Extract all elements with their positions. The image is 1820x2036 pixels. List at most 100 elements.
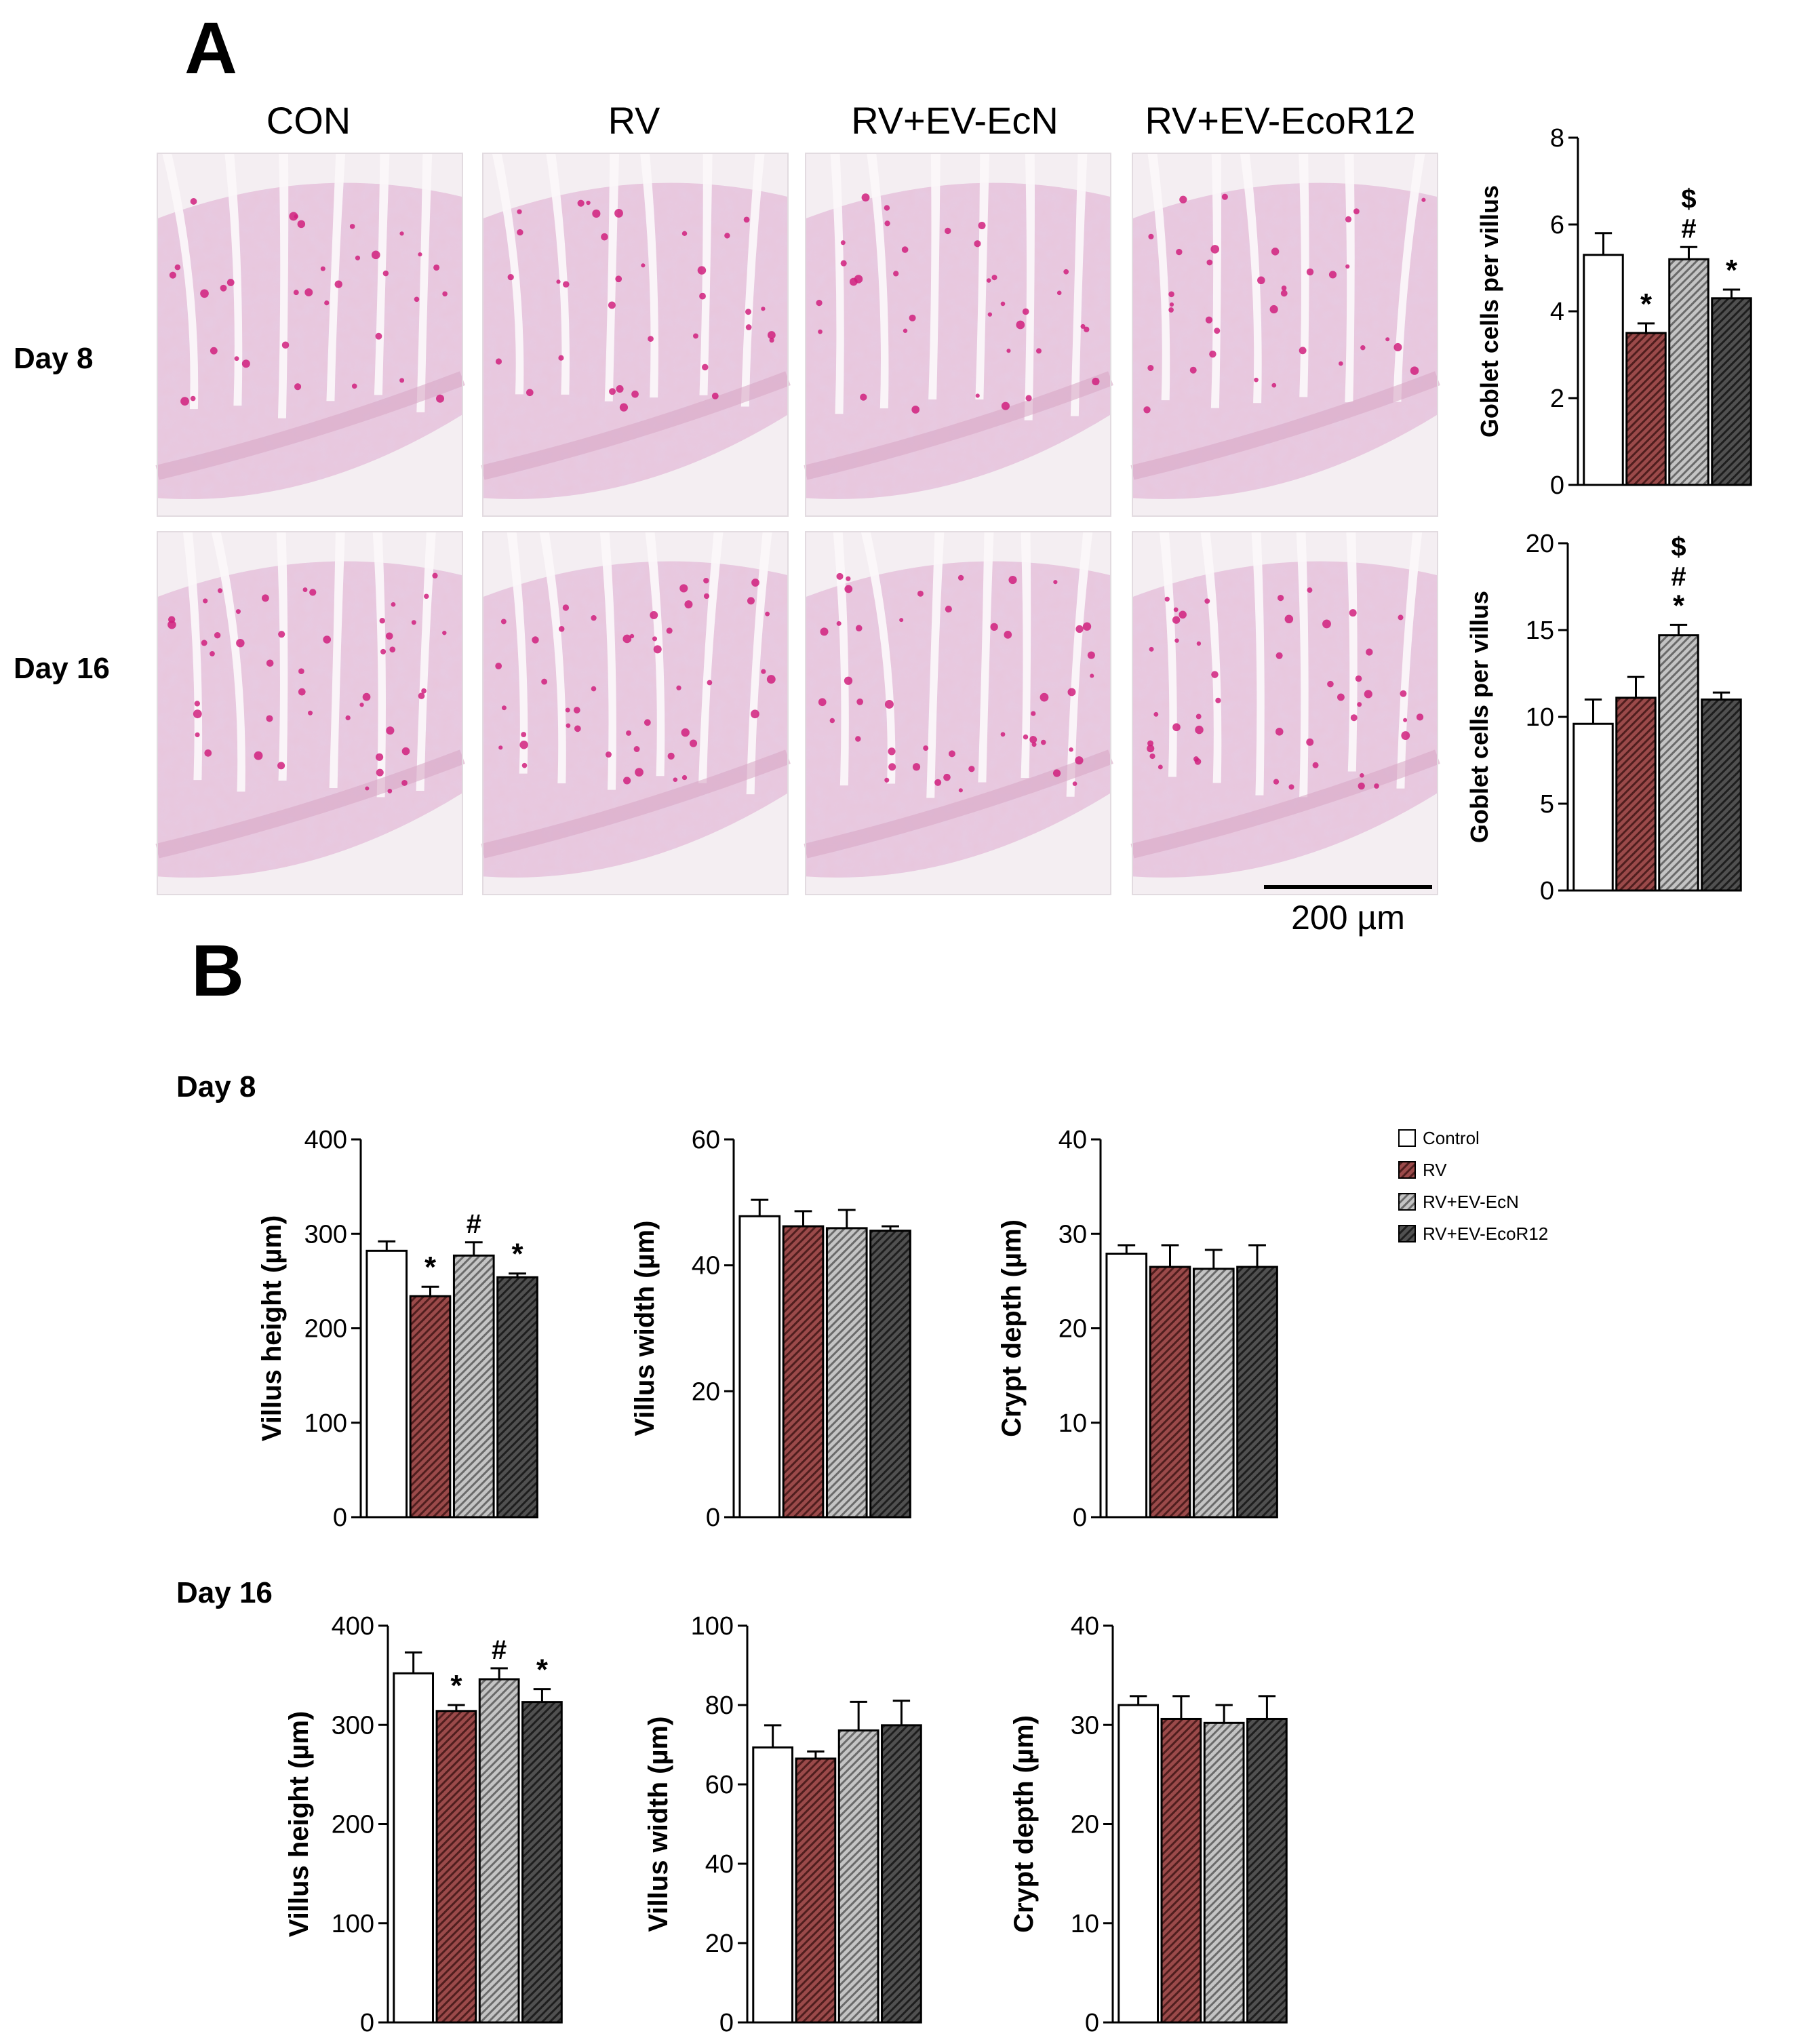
muscularis-band <box>804 749 1113 859</box>
goblet-cell <box>418 252 422 257</box>
goblet-cell <box>414 296 420 302</box>
significance-marker: * <box>511 1238 523 1271</box>
goblet-cell <box>1271 248 1280 256</box>
goblet-cell <box>1327 680 1334 688</box>
goblet-cell <box>297 220 306 229</box>
muscularis-band <box>481 749 791 859</box>
bar-chart: 0 10 20 30 40 Crypt depth (µm) <box>997 1126 1278 1532</box>
goblet-cell <box>217 588 223 593</box>
goblet-cell <box>214 631 221 639</box>
y-tick-label: 10 <box>1071 1910 1099 1938</box>
villus-lumen <box>1024 153 1035 420</box>
goblet-cell <box>334 280 342 288</box>
goblet-cell <box>562 281 570 288</box>
goblet-cell <box>943 773 951 781</box>
goblet-cell <box>751 709 759 719</box>
goblet-cell <box>304 288 313 297</box>
villus-lumen <box>329 532 345 789</box>
legend-swatch-rv-ev-ecor12 <box>1398 1225 1416 1242</box>
goblet-cell <box>901 246 909 253</box>
goblet-cell <box>601 233 608 241</box>
significance-marker: $ <box>1681 184 1696 214</box>
tissue-texture <box>1132 561 1438 878</box>
bar-rv-ev-ecn <box>478 1678 520 2024</box>
goblet-cell <box>626 730 631 736</box>
goblet-cell <box>501 705 507 711</box>
goblet-cell <box>1174 638 1179 643</box>
goblet-cell <box>614 209 623 218</box>
goblet-cell <box>1090 673 1094 678</box>
micrograph-border <box>1132 531 1438 895</box>
y-tick-label: 200 <box>332 1811 374 1839</box>
goblet-cell <box>990 623 998 631</box>
goblet-cell <box>592 209 601 218</box>
goblet-cell <box>573 707 580 713</box>
goblet-cell <box>401 747 410 756</box>
goblet-cell <box>747 597 755 605</box>
y-tick-label: 60 <box>705 1771 734 1799</box>
y-tick-label: 0 <box>719 2009 734 2033</box>
goblet-cell <box>1149 646 1154 652</box>
goblet-cell <box>204 749 212 757</box>
goblet-cell <box>681 728 690 737</box>
goblet-cell <box>541 678 548 685</box>
micrograph <box>481 531 791 895</box>
goblet-cell <box>399 378 405 383</box>
goblet-cell <box>840 240 846 246</box>
goblet-cell <box>1004 631 1012 639</box>
bar-control <box>393 1672 435 2024</box>
y-tick-label: 200 <box>304 1315 347 1344</box>
goblet-cell <box>1211 671 1219 678</box>
significance-marker: * <box>536 1653 549 1687</box>
bar-control <box>1117 1704 1160 2024</box>
villus-lumen <box>1159 532 1177 777</box>
goblet-cell <box>1353 208 1360 214</box>
goblet-cell <box>765 611 770 616</box>
significance-marker: # <box>1671 562 1686 591</box>
goblet-cell <box>1281 286 1287 291</box>
villus-lumen <box>1070 153 1088 416</box>
goblet-cell <box>1067 688 1076 697</box>
goblet-cell <box>1273 779 1280 785</box>
goblet-cell <box>495 663 502 669</box>
y-tick-label: 20 <box>1526 530 1554 558</box>
goblet-cell <box>703 593 710 600</box>
goblet-cell <box>495 358 502 365</box>
bar-rv-ev-ecor12 <box>496 1276 538 1519</box>
goblet-cell <box>846 576 851 581</box>
goblet-cell <box>1322 619 1331 629</box>
goblet-cell <box>1000 301 1006 307</box>
villus-lumen <box>830 153 844 414</box>
goblet-cell <box>521 732 527 738</box>
column-label-rv-ev-ecn: RV+EV-EcN <box>851 99 1059 142</box>
goblet-cell <box>724 233 730 239</box>
goblet-cell <box>201 640 207 646</box>
goblet-cell <box>1052 769 1061 777</box>
goblet-cell <box>1299 347 1307 355</box>
goblet-cell <box>1143 406 1151 414</box>
y-axis-label: Villus width (µm) <box>630 1221 660 1436</box>
goblet-cell <box>1360 345 1366 351</box>
goblet-cell <box>1069 747 1073 752</box>
goblet-cell <box>673 777 678 782</box>
bar-rv-ev-ecn <box>1203 1721 1245 2024</box>
y-tick-label: 0 <box>1550 471 1564 500</box>
villus-lumen <box>740 153 765 407</box>
goblet-cell <box>298 688 306 696</box>
goblet-cell <box>1080 324 1086 329</box>
bar-rv <box>795 1757 837 2024</box>
goblet-cell <box>816 299 823 307</box>
goblet-cell <box>323 635 332 644</box>
goblet-cell <box>884 220 890 227</box>
y-tick-label: 4 <box>1550 298 1564 326</box>
goblet-cell <box>1092 377 1100 386</box>
goblet-cell <box>1393 342 1402 352</box>
goblet-cell <box>633 746 640 752</box>
goblet-cell <box>844 676 853 685</box>
goblet-cell <box>375 332 382 340</box>
goblet-cell <box>884 777 890 783</box>
goblet-cell <box>676 685 681 690</box>
goblet-cell <box>1008 575 1017 585</box>
